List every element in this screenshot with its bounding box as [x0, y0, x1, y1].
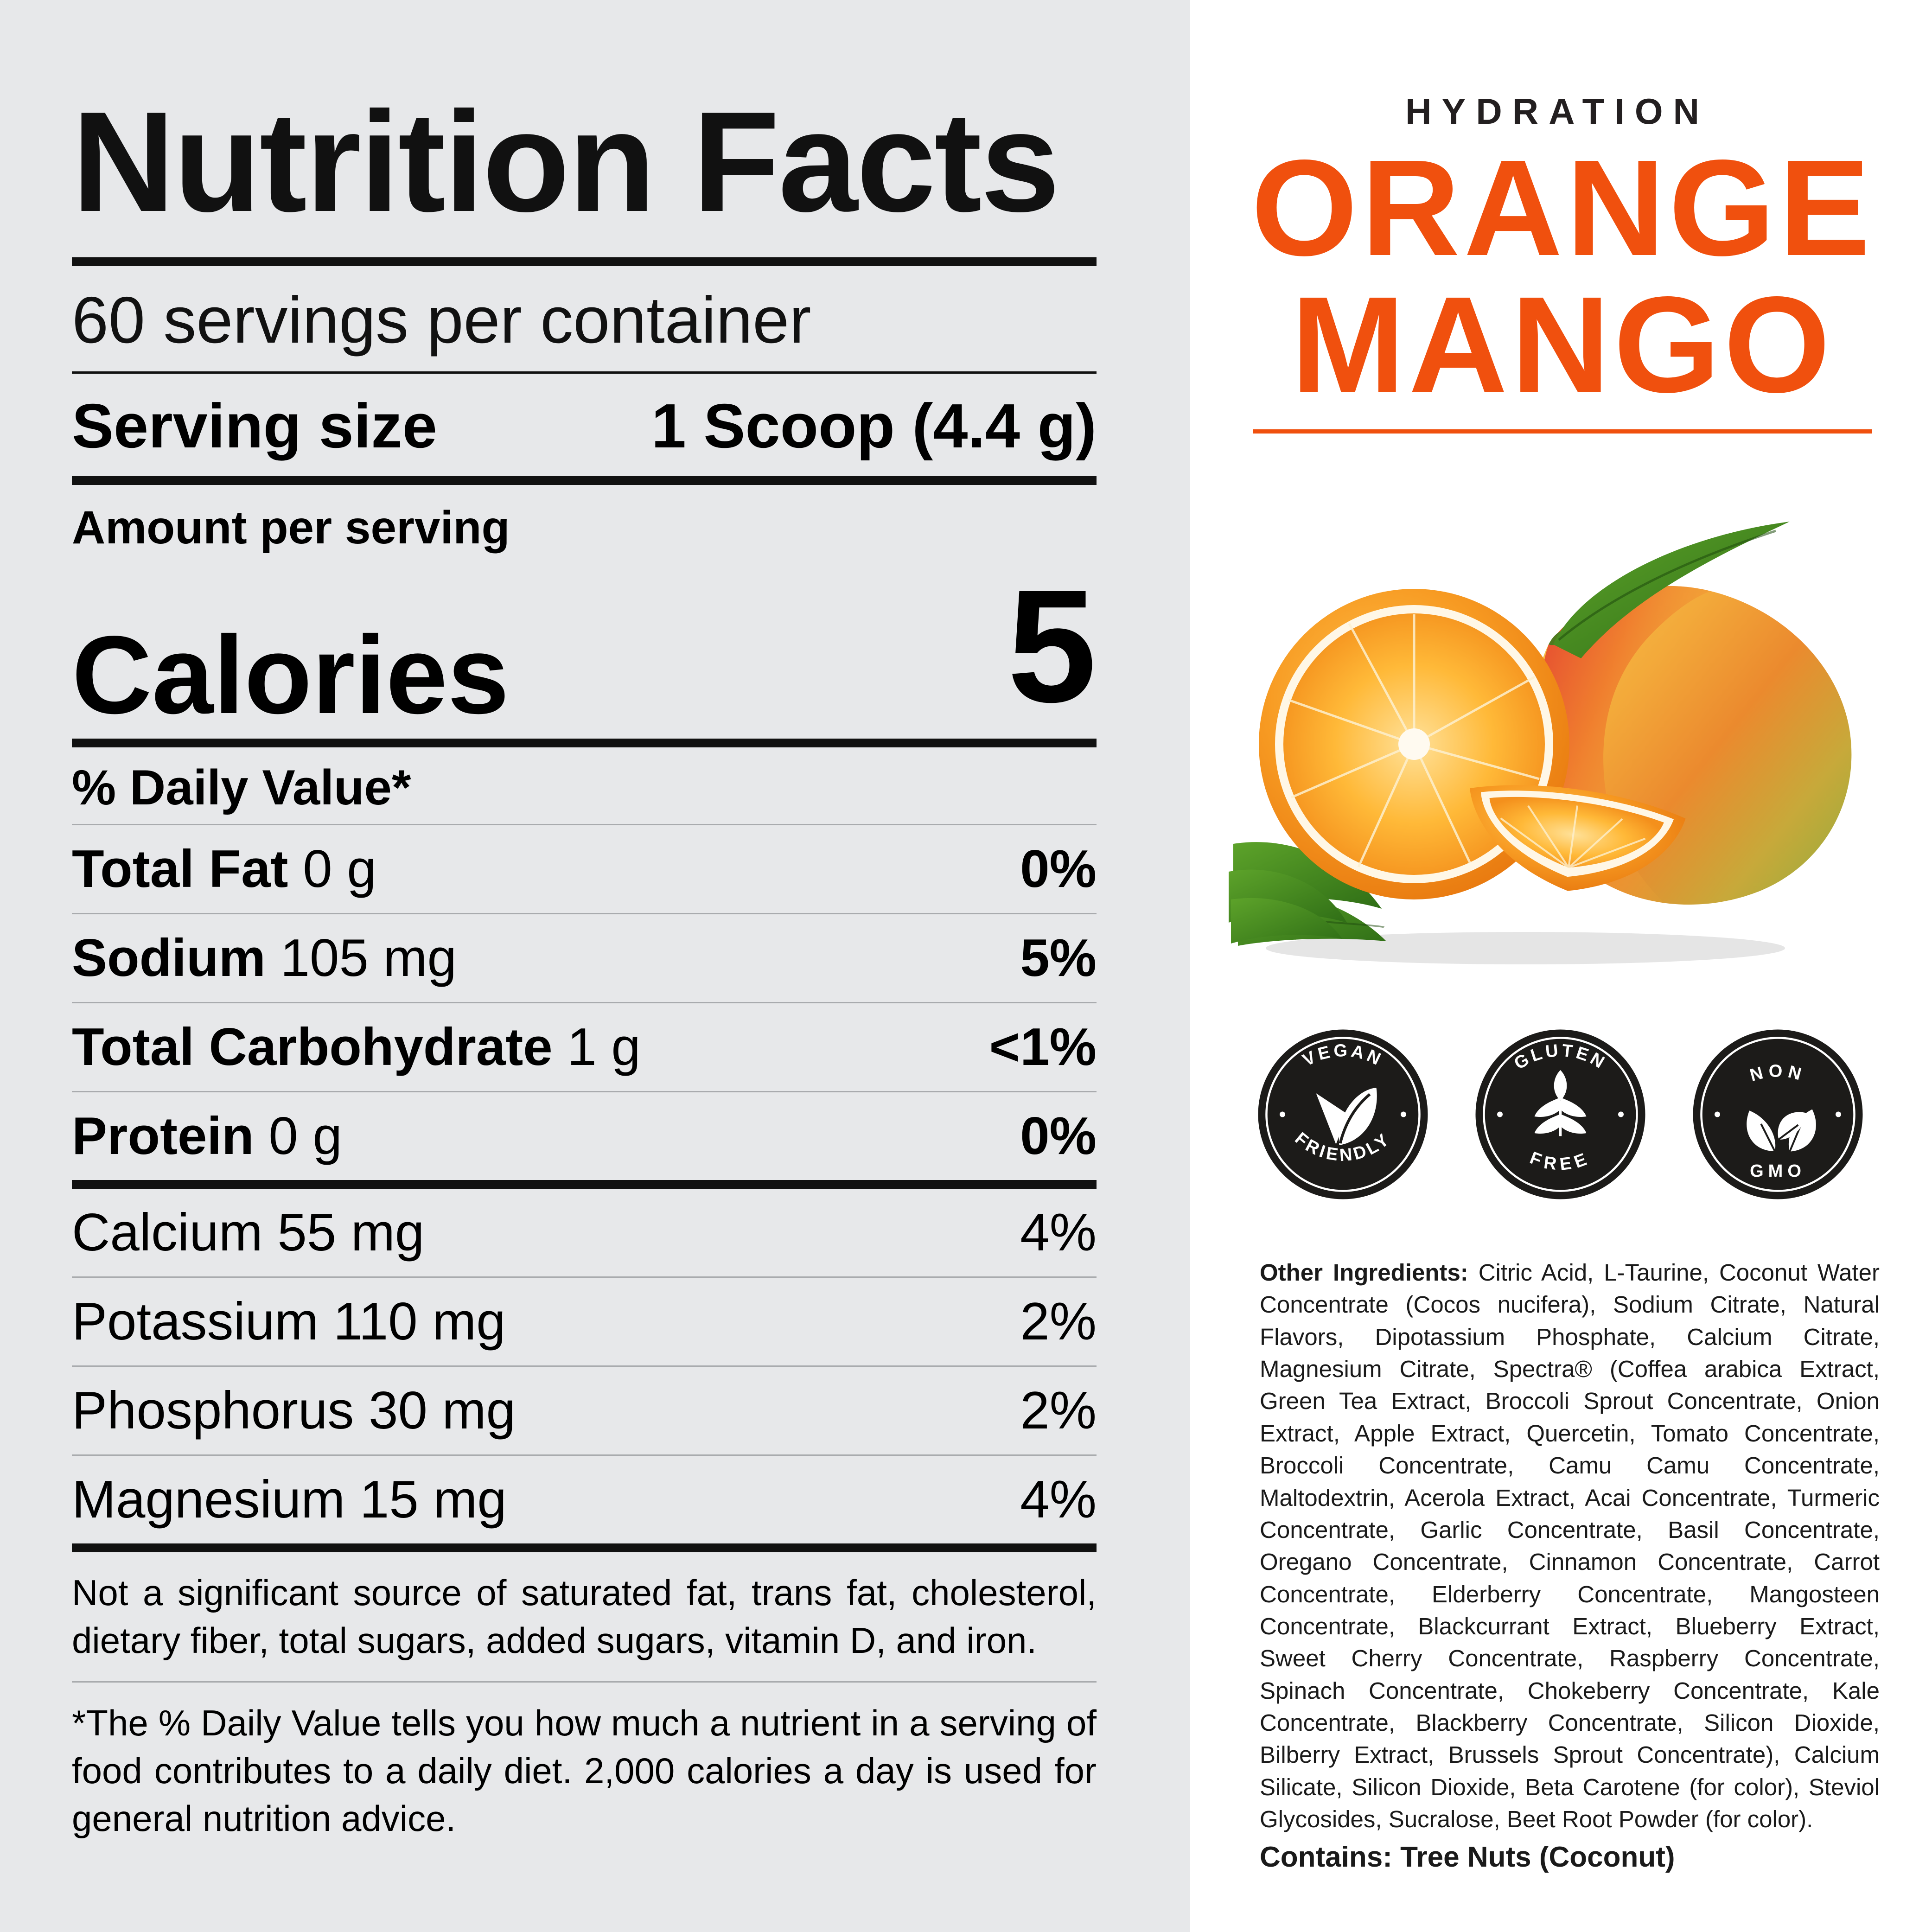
svg-text:GMO: GMO	[1750, 1161, 1806, 1181]
